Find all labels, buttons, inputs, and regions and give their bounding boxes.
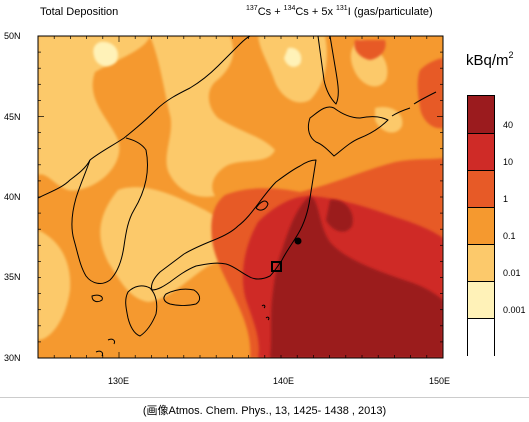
legend-tick-label: 1 bbox=[503, 194, 509, 204]
tokyo-box bbox=[271, 261, 282, 272]
contour-fill bbox=[38, 36, 443, 358]
contour-level-0.001 bbox=[93, 41, 302, 67]
jeju-coast bbox=[91, 294, 103, 303]
shikoku-coast bbox=[163, 288, 201, 306]
species-part-1: Cs + bbox=[257, 6, 284, 18]
isotope-cs137: 137 bbox=[246, 5, 258, 12]
color-legend bbox=[467, 95, 495, 357]
caption-divider bbox=[0, 397, 529, 398]
legend-swatch-3 bbox=[468, 207, 494, 246]
legend-swatch-6 bbox=[468, 318, 494, 357]
legend-tick-label: 0.001 bbox=[503, 305, 526, 315]
legend-unit-exp: 2 bbox=[508, 50, 514, 60]
legend-tick-label: 10 bbox=[503, 157, 514, 167]
legend-tick-label: 0.1 bbox=[503, 231, 516, 241]
lat-label-35n: 35N bbox=[4, 272, 21, 282]
contour-level-0.01 bbox=[38, 36, 403, 340]
sakhalin-coast bbox=[317, 36, 339, 105]
lon-label-130e: 130E bbox=[108, 376, 129, 386]
noto-coast bbox=[255, 200, 269, 211]
lat-label-45n: 45N bbox=[4, 112, 21, 122]
isotope-cs134: 134 bbox=[283, 5, 296, 12]
legend-unit: kBq/m2 bbox=[466, 50, 514, 70]
legend-tick-label: 0.01 bbox=[503, 268, 521, 278]
lat-label-50n: 50N bbox=[4, 31, 21, 41]
power-plant-dot bbox=[294, 237, 302, 245]
axis-ticks bbox=[37, 35, 444, 358]
legend-swatch-4 bbox=[468, 244, 494, 283]
lon-label-140e: 140E bbox=[273, 376, 294, 386]
species-part-2: Cs + 5x bbox=[295, 6, 337, 18]
kuril-coast bbox=[391, 91, 437, 117]
lon-label-150e: 150E bbox=[429, 376, 450, 386]
korea-coast bbox=[71, 137, 148, 284]
image-caption: (画像Atmos. Chem. Phys., 13, 1425- 1438 , … bbox=[142, 405, 387, 417]
legend-swatch-1 bbox=[468, 133, 494, 172]
lat-label-30n: 30N bbox=[4, 353, 21, 363]
legend-swatch-5 bbox=[468, 281, 494, 320]
coastlines bbox=[38, 36, 437, 357]
deposition-map: 50N 45N 40N 35N 30N 130E 140E 150E bbox=[4, 31, 450, 386]
legend-swatch-2 bbox=[468, 170, 494, 209]
ryukyu-islands bbox=[95, 338, 115, 357]
lat-label-40n: 40N bbox=[4, 192, 21, 202]
kyushu-coast bbox=[125, 285, 158, 337]
izu-islands bbox=[261, 304, 270, 321]
legend-unit-base: kBq/m bbox=[466, 52, 509, 69]
map-title: Total Deposition bbox=[40, 6, 119, 18]
honshu-coast bbox=[151, 159, 317, 291]
contour-level-40 bbox=[270, 196, 443, 358]
mainland-coast bbox=[38, 36, 251, 199]
hokkaido-coast bbox=[307, 106, 389, 157]
species-title: 137Cs + 134Cs + 5x 131I (gas/particulate… bbox=[246, 5, 433, 18]
legend-swatch-0 bbox=[468, 96, 494, 134]
isotope-i131: 131 bbox=[336, 5, 348, 12]
species-part-3: I (gas/particulate) bbox=[347, 6, 433, 18]
legend-tick-label: 40 bbox=[503, 120, 514, 130]
